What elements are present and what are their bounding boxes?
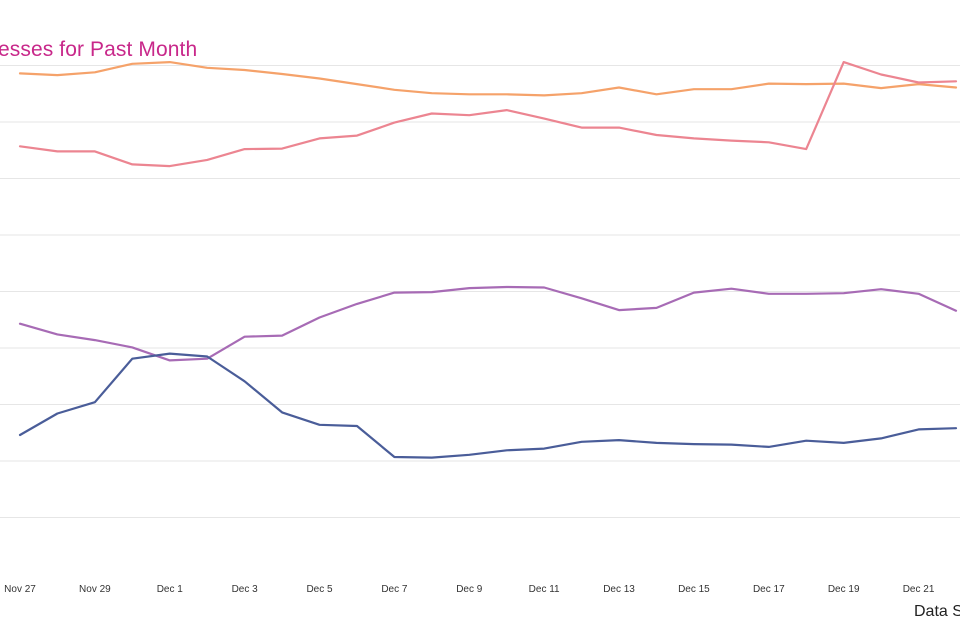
x-axis-ticks: Nov 27 Nov 29 Dec 1 Dec 3 Dec 5 Dec 7 Dec 9 Dec… — [4, 584, 935, 595]
series-line-3 — [18, 352, 958, 459]
chart-title: esses for Past Month — [0, 38, 198, 61]
x-tick-label: Dec 15 — [678, 584, 710, 595]
series-line-2 — [18, 285, 958, 362]
x-tick-label: Dec 3 — [232, 584, 259, 595]
x-tick-label: Dec 9 — [456, 584, 483, 595]
x-tick-label: Dec 21 — [903, 584, 935, 595]
x-tick-label: Dec 13 — [603, 584, 635, 595]
x-tick-label: Dec 11 — [529, 584, 560, 595]
series-lines — [18, 60, 958, 459]
x-tick-label: Dec 7 — [381, 584, 408, 595]
x-tick-label: Dec 17 — [753, 584, 785, 595]
data-source-note: Data S — [914, 603, 960, 620]
gridlines — [0, 65, 960, 518]
series-line-1 — [18, 60, 958, 168]
x-tick-label: Dec 5 — [306, 584, 333, 595]
x-tick-label: Dec 1 — [157, 584, 184, 595]
series-line-0 — [18, 60, 958, 97]
x-tick-label: Dec 19 — [828, 584, 860, 595]
x-tick-label: Nov 29 — [79, 584, 111, 595]
x-tick-label: Nov 27 — [4, 584, 36, 595]
